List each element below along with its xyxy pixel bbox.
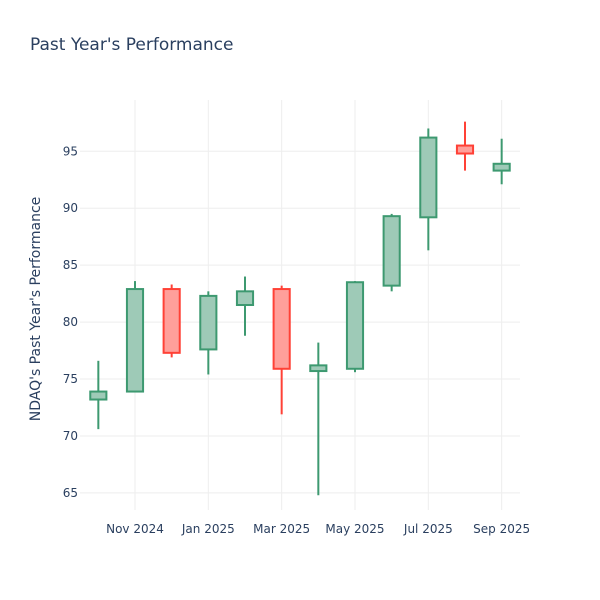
x-tick-label: May 2025: [325, 522, 384, 536]
x-tick-label: Jul 2025: [403, 522, 453, 536]
candle-increasing: [89, 360, 108, 430]
candle-body: [235, 290, 255, 307]
candle-body: [125, 288, 145, 393]
candle-increasing: [125, 281, 145, 393]
candle-body: [455, 144, 475, 155]
y-tick-label: 80: [63, 315, 78, 329]
candle-layer: [89, 121, 511, 496]
candle-increasing: [309, 342, 328, 496]
candle-body: [272, 288, 291, 370]
candle-body: [419, 136, 438, 219]
y-axis-ticks: 65 70 75 80 85 90 95: [63, 144, 78, 500]
y-tick-label: 85: [63, 258, 78, 272]
grid-layer: [80, 100, 520, 510]
y-tick-label: 70: [63, 429, 78, 443]
y-axis-title: NDAQ's Past Year's Performance: [28, 197, 44, 422]
y-tick-label: 75: [63, 372, 78, 386]
candle-body: [162, 288, 181, 354]
candle-decreasing: [162, 284, 181, 358]
x-axis-ticks: Nov 2024 Jan 2025 Mar 2025 May 2025 Jul 2025…: [106, 522, 530, 536]
candle-increasing: [382, 213, 401, 292]
candle-increasing: [235, 276, 255, 336]
candle-body: [492, 162, 511, 172]
candle-decreasing: [455, 121, 475, 171]
candle-body: [89, 390, 108, 401]
y-tick-label: 90: [63, 201, 78, 215]
y-tick-label: 95: [63, 144, 78, 158]
candle-body: [345, 281, 365, 370]
candle-increasing: [345, 281, 365, 373]
x-tick-label: Sep 2025: [473, 522, 530, 536]
candle-increasing: [492, 138, 511, 185]
candle-increasing: [419, 128, 438, 251]
candle-increasing: [199, 291, 218, 375]
candle-body: [199, 294, 218, 351]
candle-body: [309, 364, 328, 373]
y-tick-label: 65: [63, 486, 78, 500]
candle-decreasing: [272, 285, 291, 415]
x-tick-label: Jan 2025: [181, 522, 235, 536]
x-tick-label: Nov 2024: [106, 522, 164, 536]
x-tick-label: Mar 2025: [253, 522, 310, 536]
candle-body: [382, 215, 401, 287]
chart-title: Past Year's Performance: [30, 35, 234, 55]
